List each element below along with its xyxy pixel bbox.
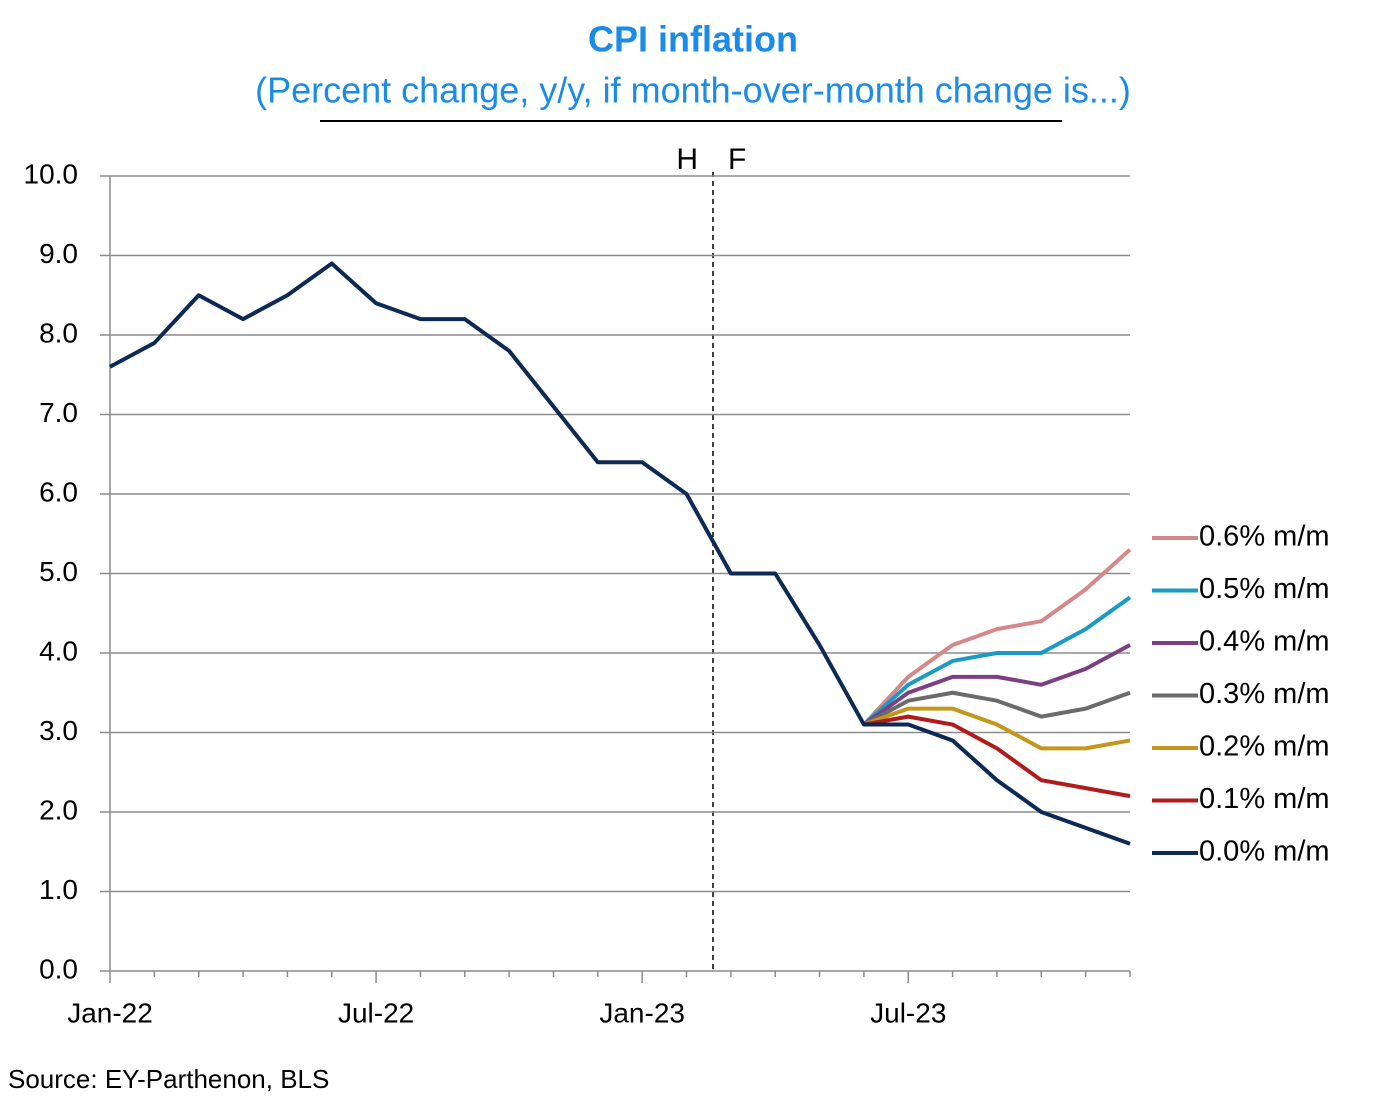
y-tick-label: 3.0 <box>39 715 78 746</box>
series-line <box>862 595 1132 727</box>
source-note: Source: EY-Parthenon, BLS <box>8 1064 329 1094</box>
y-tick-label: 10.0 <box>24 158 79 189</box>
y-tick-label: 0.0 <box>39 953 78 984</box>
chart-title: CPI inflation <box>588 19 798 60</box>
y-tick-label: 2.0 <box>39 794 78 825</box>
y-tick-label: 6.0 <box>39 476 78 507</box>
x-tick-label: Jan-23 <box>599 997 685 1028</box>
y-tick-label: 9.0 <box>39 238 78 269</box>
y-tick-label: 7.0 <box>39 397 78 428</box>
series-line <box>109 261 1131 846</box>
x-tick-label: Jul-22 <box>338 997 414 1028</box>
legend-label: 0.2% m/m <box>1199 731 1330 763</box>
y-tick-label: 4.0 <box>39 635 78 666</box>
legend-label: 0.5% m/m <box>1199 573 1330 605</box>
legend-label: 0.6% m/m <box>1199 521 1330 553</box>
x-tick-label: Jul-23 <box>870 997 946 1028</box>
legend-label: 0.1% m/m <box>1199 783 1330 815</box>
legend-label: 0.4% m/m <box>1199 626 1330 658</box>
y-tick-label: 5.0 <box>39 556 78 587</box>
series-line <box>862 643 1131 727</box>
legend-label: 0.0% m/m <box>1199 836 1330 868</box>
chart-subtitle: (Percent change, y/y, if month-over-mont… <box>255 70 1131 111</box>
series-line <box>862 690 1131 727</box>
series-line <box>863 706 1131 751</box>
series-line <box>863 714 1131 799</box>
y-tick-label: 1.0 <box>39 874 78 905</box>
forecast-label: F <box>728 143 746 176</box>
y-tick-label: 8.0 <box>39 317 78 348</box>
x-tick-label: Jan-22 <box>67 997 153 1028</box>
series-line <box>862 548 1132 726</box>
history-label: H <box>676 143 698 176</box>
legend-label: 0.3% m/m <box>1199 678 1330 710</box>
